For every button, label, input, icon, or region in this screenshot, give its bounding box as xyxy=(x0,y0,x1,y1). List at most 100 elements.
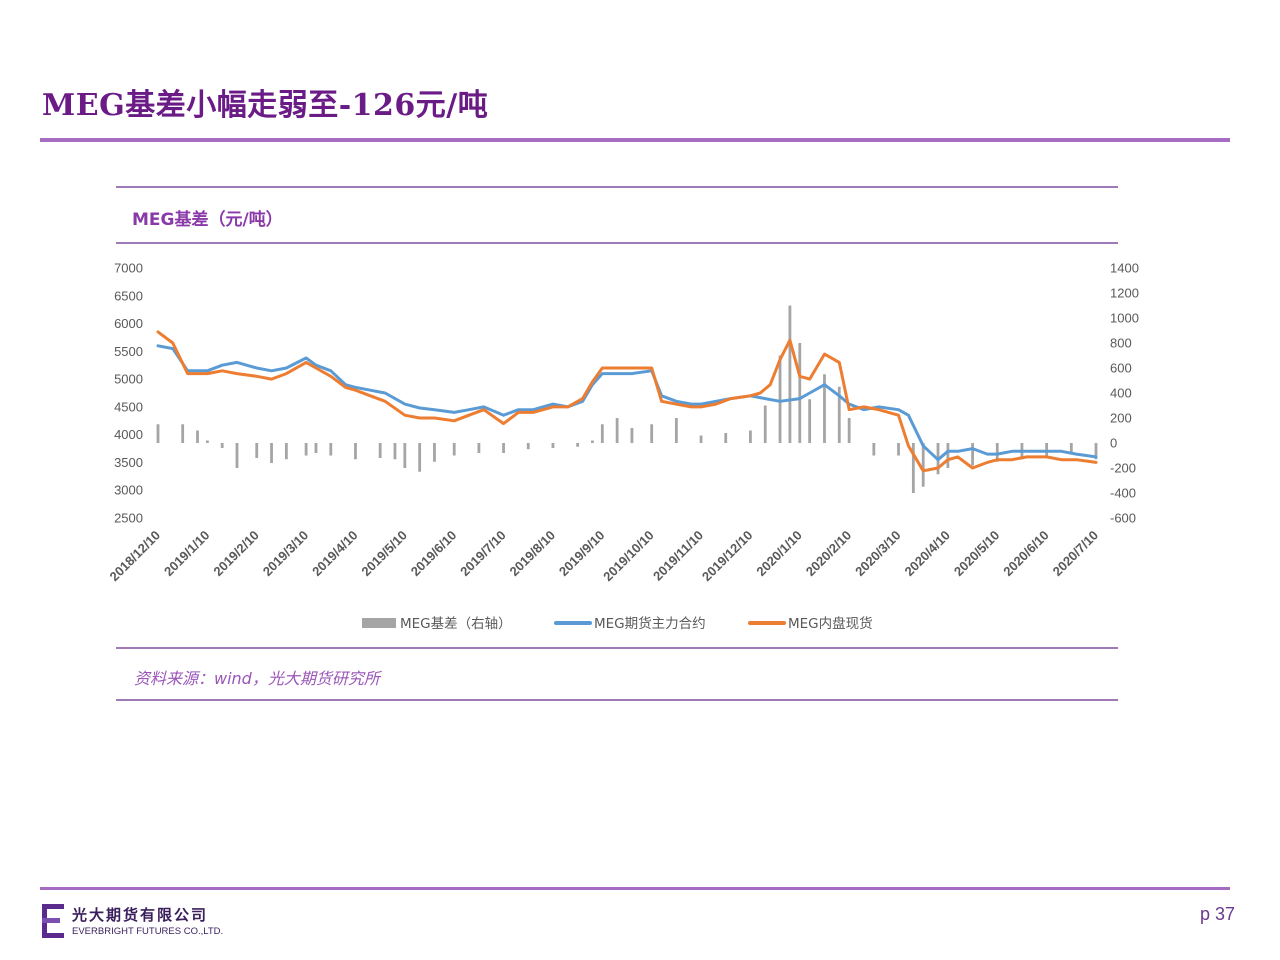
basis-bar xyxy=(551,443,555,448)
x-tick-label: 2019/6/10 xyxy=(408,528,460,580)
x-tick-label: 2018/12/10 xyxy=(106,528,163,585)
right-tick-label: 200 xyxy=(1110,411,1132,426)
basis-bar xyxy=(418,443,422,472)
basis-bar xyxy=(235,443,239,468)
basis-bar xyxy=(205,440,209,443)
basis-bar xyxy=(270,443,273,463)
right-axis-ticks: 1400 1200 1000 800 600 400 200 0 -200 -400 -600 xyxy=(1110,261,1139,526)
basis-bar xyxy=(911,443,915,493)
x-tick-label: 2020/7/10 xyxy=(1050,528,1102,580)
company-name-cn: 光大期货有限公司 xyxy=(72,906,209,924)
basis-bar xyxy=(630,428,634,443)
basis-bar xyxy=(749,430,752,443)
right-tick-label: 1200 xyxy=(1110,286,1139,301)
basis-bar xyxy=(808,399,812,443)
basis-bar xyxy=(220,443,224,448)
x-tick-label: 2019/5/10 xyxy=(358,528,410,580)
chart-title: MEG基差（元/吨） xyxy=(132,210,283,230)
basis-bar xyxy=(329,443,333,456)
legend-swatch xyxy=(362,618,396,628)
x-tick-label: 2019/9/10 xyxy=(556,528,608,580)
x-tick-label: 2019/1/10 xyxy=(161,528,213,580)
x-tick-label: 2019/2/10 xyxy=(210,528,262,580)
basis-bar xyxy=(354,443,357,460)
basis-bar xyxy=(284,443,288,460)
basis-bar xyxy=(897,443,900,456)
chart-title-rule xyxy=(116,242,1118,244)
basis-bar xyxy=(591,440,594,443)
basis-bar xyxy=(255,443,259,458)
basis-bar xyxy=(576,443,580,447)
x-tick-label: 2020/6/10 xyxy=(1000,528,1052,580)
left-axis-ticks: 7000 6500 6000 5500 5000 4500 4000 3500 3000 2500 xyxy=(114,261,143,526)
right-tick-label: -200 xyxy=(1110,461,1136,476)
basis-bar xyxy=(314,443,318,453)
slide-title: MEG基差小幅走弱至-126元/吨 xyxy=(42,88,489,123)
x-tick-label: 2019/10/10 xyxy=(600,528,657,585)
x-axis-ticks: 2018/12/102019/1/102019/2/102019/3/10201… xyxy=(106,528,1101,585)
basis-bar xyxy=(403,443,407,468)
left-tick-label: 2500 xyxy=(114,511,143,526)
basis-bar xyxy=(1094,443,1098,460)
x-tick-label: 2019/4/10 xyxy=(309,528,361,580)
x-tick-label: 2019/12/10 xyxy=(699,528,756,585)
basis-bar xyxy=(1069,443,1073,455)
left-tick-label: 6000 xyxy=(114,316,143,331)
left-tick-label: 5000 xyxy=(114,372,143,387)
left-tick-label: 7000 xyxy=(114,261,143,276)
right-tick-label: 0 xyxy=(1110,436,1117,451)
basis-bar xyxy=(378,443,382,458)
basis-bar xyxy=(477,443,481,453)
basis-bars xyxy=(156,305,1098,493)
basis-bar xyxy=(847,418,851,443)
title-divider xyxy=(40,138,1230,142)
footer-divider xyxy=(40,887,1230,890)
legend-label: MEG内盘现货 xyxy=(788,615,873,632)
chart-bottom-rule xyxy=(116,647,1118,649)
basis-bar xyxy=(837,386,841,443)
left-tick-label: 4500 xyxy=(114,399,143,414)
x-tick-label: 2020/1/10 xyxy=(753,528,805,580)
basis-bar xyxy=(872,443,876,456)
left-tick-label: 3000 xyxy=(114,483,143,498)
x-tick-label: 2019/8/10 xyxy=(507,528,559,580)
basis-bar xyxy=(995,443,999,462)
left-tick-label: 4000 xyxy=(114,427,143,442)
basis-bar xyxy=(724,433,728,443)
basis-bar xyxy=(823,374,826,443)
basis-bar xyxy=(1045,443,1049,456)
basis-bar xyxy=(156,424,160,443)
basis-bar xyxy=(699,435,703,443)
series-line xyxy=(156,330,1098,473)
legend-label: MEG期货主力合约 xyxy=(594,615,706,632)
page-number: p 37 xyxy=(1199,904,1235,924)
x-tick-label: 2019/11/10 xyxy=(650,528,706,584)
basis-bar xyxy=(433,443,436,462)
basis-bar xyxy=(674,418,678,443)
right-tick-label: 1400 xyxy=(1110,261,1139,276)
chart-top-rule xyxy=(116,186,1118,188)
right-tick-label: -400 xyxy=(1110,486,1136,501)
left-tick-label: 6500 xyxy=(114,288,143,303)
x-tick-label: 2020/3/10 xyxy=(852,528,904,580)
basis-bar xyxy=(526,443,530,450)
x-tick-label: 2020/5/10 xyxy=(951,528,1003,580)
left-tick-label: 3500 xyxy=(114,455,143,470)
x-tick-label: 2020/2/10 xyxy=(803,528,855,580)
right-tick-label: 1000 xyxy=(1110,311,1139,326)
basis-bar xyxy=(196,430,199,443)
source-rule xyxy=(116,699,1118,701)
basis-bar xyxy=(763,405,767,443)
x-tick-label: 2020/4/10 xyxy=(902,528,954,580)
basis-bar xyxy=(788,305,792,443)
left-tick-label: 5500 xyxy=(114,344,143,359)
right-tick-label: 800 xyxy=(1110,336,1132,351)
company-name-en: EVERBRIGHT FUTURES CO.,LTD. xyxy=(72,926,224,937)
basis-bar xyxy=(452,443,456,456)
basis-bar xyxy=(304,443,308,456)
basis-bar xyxy=(798,343,802,443)
series-line xyxy=(156,344,1098,462)
basis-bar xyxy=(502,443,505,453)
x-tick-label: 2019/7/10 xyxy=(457,528,509,580)
